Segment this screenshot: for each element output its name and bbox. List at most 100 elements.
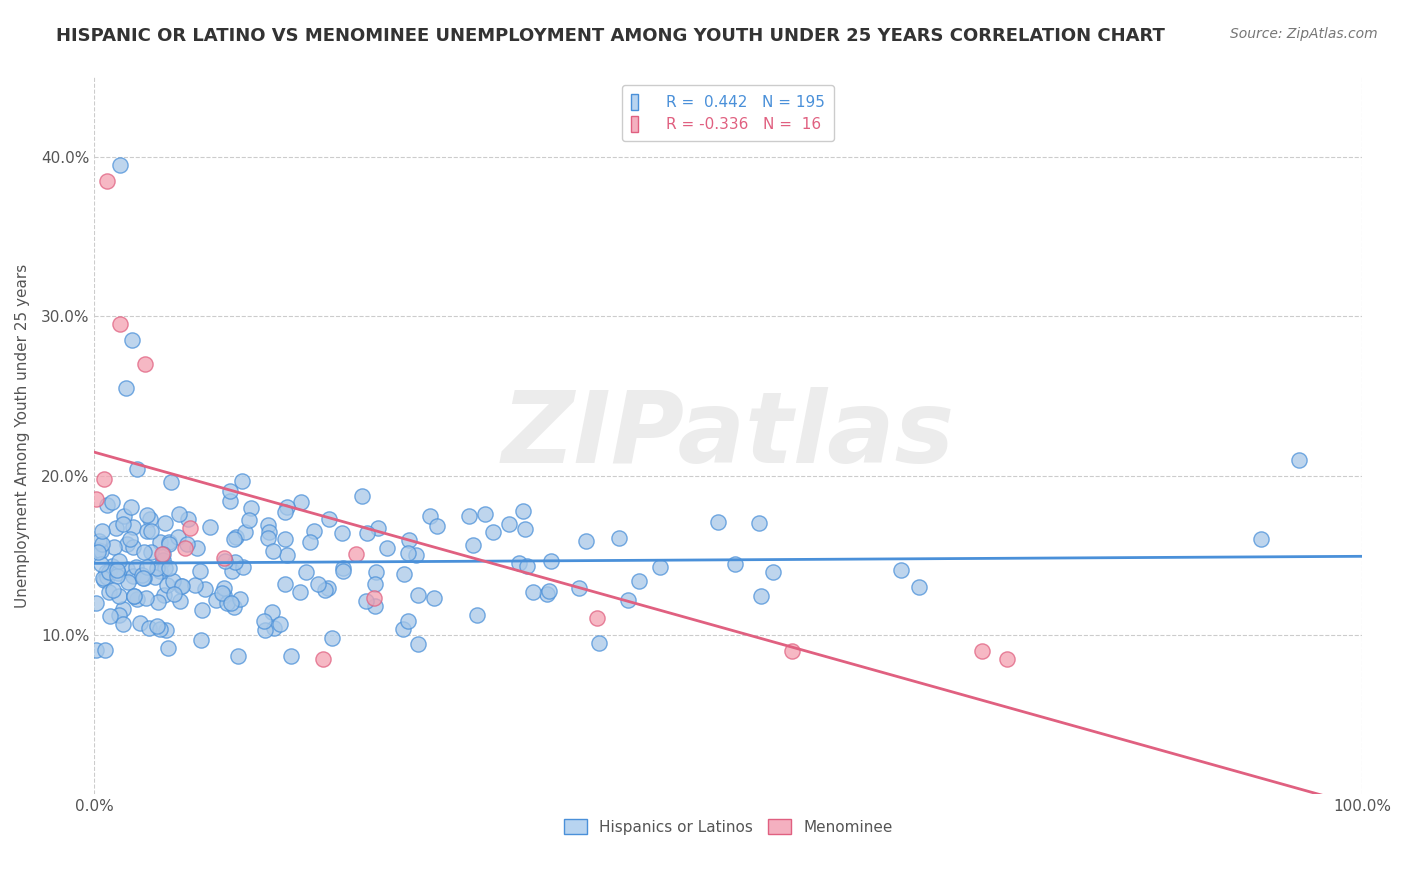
Point xyxy=(254,623,277,637)
Point xyxy=(107,566,129,581)
Point xyxy=(233,525,256,540)
Point xyxy=(513,522,536,536)
Point xyxy=(218,494,240,508)
Point xyxy=(522,585,544,599)
Point xyxy=(274,577,297,591)
Point xyxy=(156,578,179,592)
Point xyxy=(1288,452,1310,467)
Point xyxy=(364,576,387,591)
Point xyxy=(101,583,124,598)
Point xyxy=(155,560,177,574)
Point xyxy=(84,597,107,611)
Point xyxy=(157,535,180,549)
Point xyxy=(93,573,115,587)
Point xyxy=(396,614,419,628)
Point xyxy=(314,583,336,598)
Point xyxy=(131,567,153,582)
Point xyxy=(225,530,247,544)
Point xyxy=(90,543,112,558)
Point xyxy=(152,553,174,567)
Point xyxy=(108,318,131,332)
Point xyxy=(890,563,912,577)
Point xyxy=(132,545,155,559)
Point xyxy=(112,602,135,616)
Point xyxy=(173,541,195,556)
Point xyxy=(302,524,325,538)
Point xyxy=(257,518,280,533)
Point xyxy=(262,605,284,619)
Point xyxy=(143,570,166,584)
Point xyxy=(155,623,177,637)
Point xyxy=(91,571,114,585)
Point xyxy=(263,621,285,635)
Point xyxy=(170,579,193,593)
Point xyxy=(136,508,159,522)
Point xyxy=(276,549,298,563)
Text: Source: ZipAtlas.com: Source: ZipAtlas.com xyxy=(1230,27,1378,41)
Point xyxy=(190,632,212,647)
Point xyxy=(96,174,118,188)
Point xyxy=(84,643,107,657)
Point xyxy=(262,544,284,558)
Point xyxy=(108,158,131,172)
Point xyxy=(482,524,505,539)
Point xyxy=(118,532,141,546)
Point xyxy=(89,534,111,549)
Point xyxy=(375,541,398,556)
Point xyxy=(474,507,496,521)
Point xyxy=(93,472,115,486)
Legend: Hispanics or Latinos, Menominee: Hispanics or Latinos, Menominee xyxy=(554,809,901,844)
Point xyxy=(190,564,212,578)
Point xyxy=(536,587,558,601)
Point xyxy=(149,535,172,549)
Point xyxy=(148,595,170,609)
Point xyxy=(290,495,312,509)
Point xyxy=(405,548,427,562)
Point xyxy=(148,622,170,636)
Point xyxy=(157,537,180,551)
Point xyxy=(111,517,134,532)
Point xyxy=(461,538,484,552)
Point xyxy=(176,537,198,551)
Point xyxy=(295,565,318,579)
Point xyxy=(96,498,118,512)
Point xyxy=(257,524,280,539)
Point xyxy=(87,542,110,557)
Point xyxy=(330,526,353,541)
Point xyxy=(86,545,108,559)
Point xyxy=(253,615,276,629)
Point xyxy=(141,545,163,559)
Point xyxy=(707,515,730,529)
Point xyxy=(167,508,190,522)
Point xyxy=(269,616,291,631)
Point xyxy=(231,474,253,488)
Point xyxy=(321,631,343,645)
Point xyxy=(238,513,260,527)
Point xyxy=(167,530,190,544)
Point xyxy=(288,584,311,599)
Point xyxy=(128,615,150,630)
Point xyxy=(186,541,208,556)
Point xyxy=(537,584,560,599)
Point xyxy=(229,591,252,606)
Point xyxy=(212,581,235,595)
Point xyxy=(318,512,340,526)
Point xyxy=(256,531,278,545)
Point xyxy=(516,558,538,573)
Point xyxy=(586,611,609,625)
Point xyxy=(112,509,135,524)
Point xyxy=(152,588,174,602)
Point xyxy=(280,648,302,663)
Point xyxy=(762,565,785,579)
Point xyxy=(332,561,354,575)
Point xyxy=(356,526,378,541)
Point xyxy=(107,554,129,568)
Point xyxy=(105,569,128,583)
Point xyxy=(125,462,148,476)
Point xyxy=(222,533,245,547)
Point xyxy=(214,588,236,602)
Point xyxy=(364,565,387,579)
Point xyxy=(177,512,200,526)
Point xyxy=(540,554,562,568)
Point xyxy=(364,599,387,613)
